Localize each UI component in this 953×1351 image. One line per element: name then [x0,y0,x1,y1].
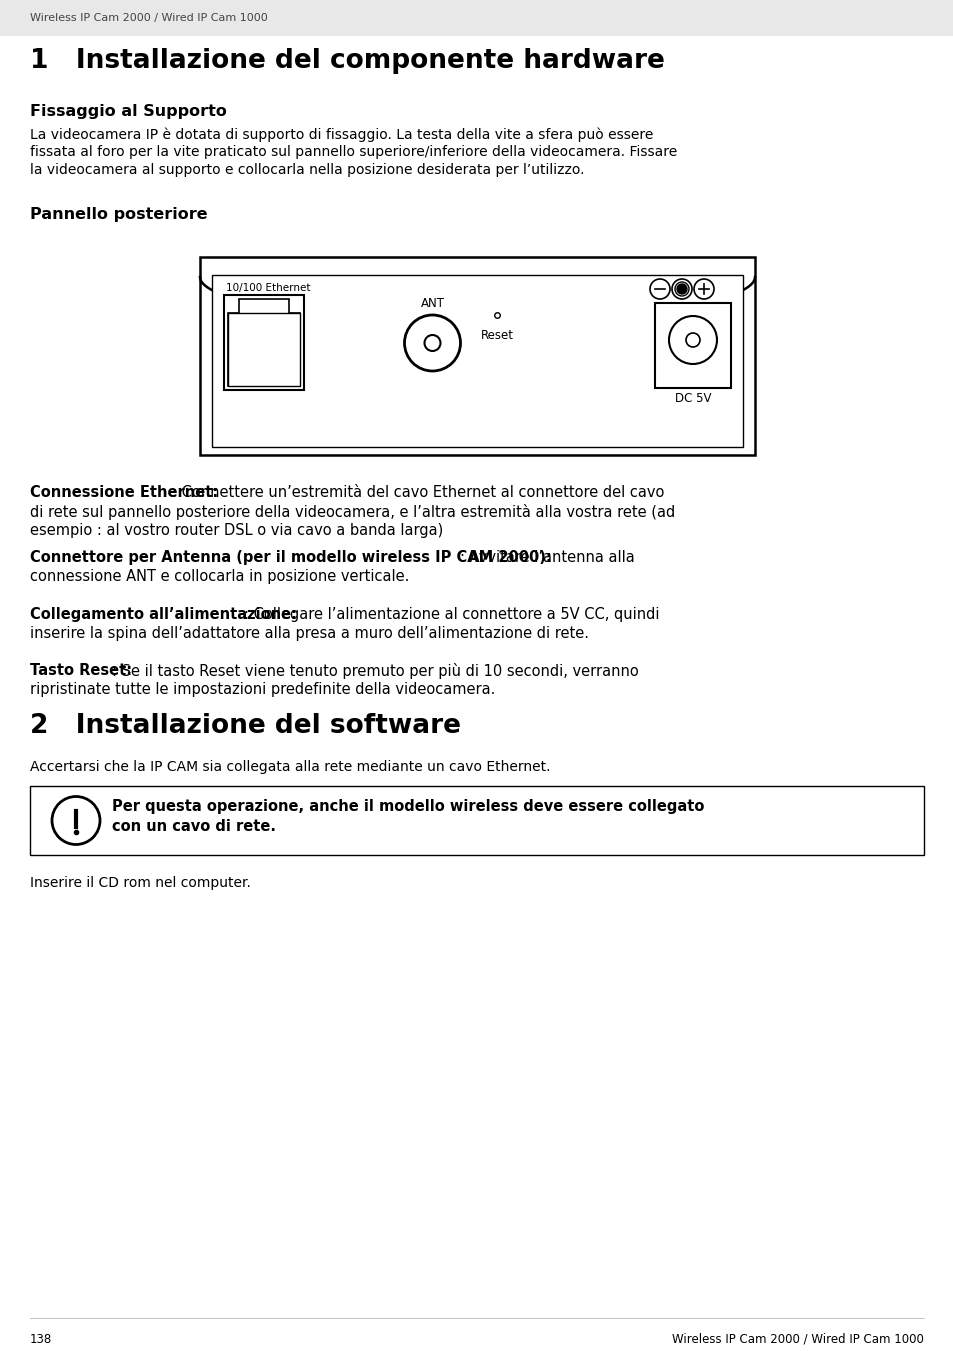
Circle shape [424,335,440,351]
Circle shape [404,315,460,372]
Circle shape [649,280,669,299]
Text: Wireless IP Cam 2000 / Wired IP Cam 1000: Wireless IP Cam 2000 / Wired IP Cam 1000 [30,14,268,23]
Text: 1   Installazione del componente hardware: 1 Installazione del componente hardware [30,49,664,74]
Text: Tasto Reset:: Tasto Reset: [30,663,132,678]
Text: fissata al foro per la vite praticato sul pannello superiore/inferiore della vid: fissata al foro per la vite praticato su… [30,145,677,159]
Text: Accertarsi che la IP CAM sia collegata alla rete mediante un cavo Ethernet.: Accertarsi che la IP CAM sia collegata a… [30,761,550,774]
Bar [655,303,730,388]
Polygon shape [228,299,299,386]
Text: Collegamento all’alimentazione:: Collegamento all’alimentazione: [30,607,296,621]
Bar [228,313,299,386]
Text: : Se il tasto Reset viene tenuto premuto per più di 10 secondi, verranno: : Se il tasto Reset viene tenuto premuto… [112,663,639,680]
Text: Inserire il CD rom nel computer.: Inserire il CD rom nel computer. [30,875,251,890]
Circle shape [685,332,700,347]
Text: : Collegare l’alimentazione al connettore a 5V CC, quindi: : Collegare l’alimentazione al connettor… [244,607,659,621]
Bar [224,295,304,390]
Text: inserire la spina dell’adattatore alla presa a muro dell’alimentazione di rete.: inserire la spina dell’adattatore alla p… [30,626,588,640]
Text: Reset: Reset [480,330,514,342]
Text: : Connettere un’estremità del cavo Ethernet al connettore del cavo: : Connettere un’estremità del cavo Ether… [172,485,663,500]
FancyBboxPatch shape [200,257,754,455]
Text: esempio : al vostro router DSL o via cavo a banda larga): esempio : al vostro router DSL o via cav… [30,523,443,538]
FancyBboxPatch shape [0,0,953,36]
Text: ripristinate tutte le impostazioni predefinite della videocamera.: ripristinate tutte le impostazioni prede… [30,682,495,697]
Text: Fissaggio al Supporto: Fissaggio al Supporto [30,104,227,119]
Circle shape [52,797,100,844]
Text: Connessione Ethernet:: Connessione Ethernet: [30,485,218,500]
Text: DC 5V: DC 5V [674,392,711,405]
Circle shape [677,284,686,295]
Text: : Avvitare l’antenna alla: : Avvitare l’antenna alla [459,550,634,565]
Bar [30,786,923,855]
Text: Pannello posteriore: Pannello posteriore [30,207,208,222]
Bar [212,276,742,447]
Text: Wireless IP Cam 2000 / Wired IP Cam 1000: Wireless IP Cam 2000 / Wired IP Cam 1000 [672,1333,923,1346]
Text: Per questa operazione, anche il modello wireless deve essere collegato: Per questa operazione, anche il modello … [112,798,703,815]
Text: La videocamera IP è dotata di supporto di fissaggio. La testa della vite a sfera: La videocamera IP è dotata di supporto d… [30,127,653,142]
Text: la videocamera al supporto e collocarla nella posizione desiderata per l’utilizz: la videocamera al supporto e collocarla … [30,163,584,177]
Text: con un cavo di rete.: con un cavo di rete. [112,819,275,834]
Text: 10/100 Ethernet: 10/100 Ethernet [226,282,310,293]
Text: Connettore per Antenna (per il modello wireless IP CAM 2000):: Connettore per Antenna (per il modello w… [30,550,551,565]
Text: di rete sul pannello posteriore della videocamera, e l’altra estremità alla vost: di rete sul pannello posteriore della vi… [30,504,675,520]
Circle shape [693,280,713,299]
Circle shape [668,316,717,363]
Text: 138: 138 [30,1333,52,1346]
Circle shape [671,280,691,299]
Text: 2   Installazione del software: 2 Installazione del software [30,713,460,739]
Text: ANT: ANT [420,297,444,309]
Text: connessione ANT e collocarla in posizione verticale.: connessione ANT e collocarla in posizion… [30,569,409,584]
